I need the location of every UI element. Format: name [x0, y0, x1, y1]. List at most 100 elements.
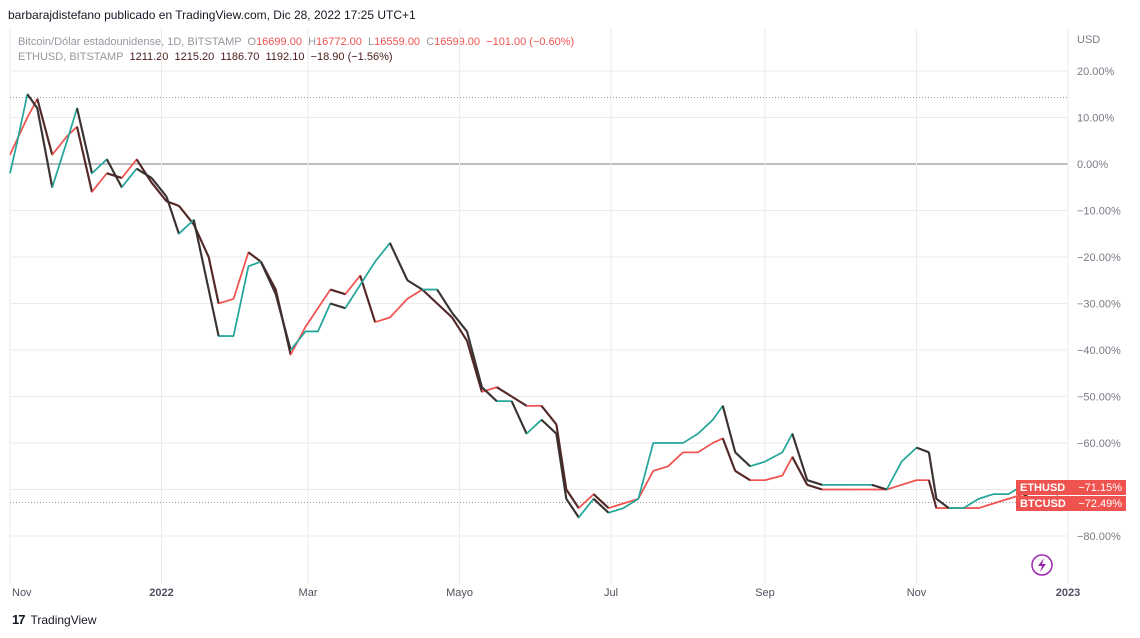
series-point-ethusd [330, 302, 346, 310]
series-point-btcusd [901, 479, 917, 486]
series-point-btcusd [555, 424, 568, 490]
y-tick-label: 10.00% [1077, 113, 1115, 125]
legend-eth-open: 1211.20 [129, 51, 169, 63]
legend-btc-low-label: L [368, 36, 375, 48]
series-point-ethusd [734, 451, 751, 468]
series-point-btcusd [712, 437, 724, 444]
series-point-btcusd [406, 288, 423, 300]
series-point-btcusd [359, 275, 377, 323]
series-point-ethusd [165, 196, 180, 235]
legend-btc-change: −101.00 (−0.60%) [486, 36, 575, 48]
series-point-ethusd [317, 303, 332, 332]
x-tick-label: Jul [604, 587, 618, 599]
series-point-btcusd [26, 98, 39, 118]
series-point-btcusd [886, 484, 902, 491]
chart-grid [9, 28, 1069, 584]
series-line-ethusd[interactable] [9, 93, 1059, 519]
series-point-btcusd [121, 158, 138, 179]
series-point-ethusd [75, 107, 94, 174]
series-point-btcusd [667, 451, 684, 467]
series-point-btcusd [565, 488, 580, 509]
series-point-btcusd [978, 502, 994, 509]
legend-btc-close-label: C [426, 36, 435, 48]
series-point-ethusd [526, 419, 543, 435]
series-point-ethusd [436, 288, 454, 314]
series-point-ethusd [374, 242, 391, 263]
price-badge [1016, 496, 1126, 511]
price-badge-value: −72.49% [1078, 498, 1122, 510]
series-point-btcusd [51, 135, 68, 156]
series-point-btcusd [608, 502, 624, 509]
legend-eth-change: −18.90 (−1.56%) [310, 51, 393, 63]
series-point-ethusd [26, 93, 39, 109]
legend-btc-close: 16599.00 [434, 36, 481, 48]
legend-row-eth[interactable]: ETHUSD, BITSTAMP 1211.20 1215.20 1186.70… [18, 50, 574, 65]
series-point-btcusd [465, 340, 483, 393]
series-point-btcusd [451, 316, 468, 342]
series-point-ethusd [259, 261, 277, 295]
x-tick-label: 2023 [1056, 587, 1080, 599]
series-point-ethusd [136, 167, 153, 179]
y-axis-unit-label: USD [1077, 34, 1100, 46]
legend-btc-symbol: Bitcoin/Dólar estadounidense, 1D, BITSTA… [18, 36, 242, 48]
y-tick-label: 0.00% [1077, 159, 1108, 171]
series-point-ethusd [592, 497, 610, 514]
legend-row-btc[interactable]: Bitcoin/Dólar estadounidense, 1D, BITSTA… [18, 35, 574, 50]
series-point-ethusd [451, 312, 468, 333]
series-point-ethusd [36, 107, 54, 188]
series-point-btcusd [481, 386, 498, 393]
series-point-ethusd [510, 400, 528, 435]
series-point-btcusd [637, 470, 654, 500]
series-point-ethusd [721, 405, 737, 453]
publisher-line: barbarajdistefano publicado en TradingVi… [8, 8, 416, 22]
tradingview-logo-icon: 17 [12, 612, 26, 627]
series-point-btcusd [36, 98, 54, 155]
series-point-ethusd [637, 442, 655, 500]
series-point-btcusd [653, 465, 669, 472]
series-point-ethusd [207, 289, 220, 337]
series-point-ethusd [791, 433, 809, 481]
legend-eth-close: 1192.10 [265, 51, 305, 63]
series-point-ethusd [232, 266, 250, 337]
y-tick-label: 20.00% [1077, 66, 1115, 78]
series-point-ethusd [978, 493, 994, 500]
series-point-btcusd [232, 252, 250, 300]
series-point-ethusd [885, 461, 903, 490]
series-point-btcusd [592, 493, 610, 509]
y-axis[interactable]: 20.00% 10.00% 0.00% −10.00% −20.00% −30.00% −4… [1077, 66, 1121, 543]
y-tick-label: −40.00% [1077, 345, 1121, 357]
series-point-ethusd [192, 219, 210, 290]
series-point-ethusd [406, 279, 423, 291]
series-point-btcusd [304, 307, 319, 328]
series-point-ethusd [623, 498, 639, 509]
series-point-btcusd [374, 316, 391, 323]
x-axis[interactable]: Nov 2022 Mar Mayo Jul Sep Nov 2023 [12, 587, 1080, 599]
series-point-ethusd [121, 168, 138, 188]
series-point-ethusd [555, 433, 568, 499]
series-point-ethusd [565, 498, 580, 519]
series-point-ethusd [682, 433, 699, 444]
series-point-btcusd [389, 298, 408, 318]
legend-btc-high: 16772.00 [316, 36, 362, 48]
price-chart[interactable]: 20.00% 10.00% 0.00% −10.00% −20.00% −30.00% −4… [0, 28, 1140, 610]
series-point-ethusd [806, 479, 823, 486]
series-point-ethusd [344, 284, 361, 309]
series-point-btcusd [135, 158, 153, 184]
y-tick-label: −50.00% [1077, 392, 1121, 404]
series-legend: Bitcoin/Dólar estadounidense, 1D, BITSTA… [18, 35, 574, 65]
series-point-btcusd [993, 498, 1009, 505]
reference-lines [10, 97, 1068, 504]
series-point-btcusd [697, 442, 714, 453]
series-point-ethusd [764, 451, 783, 463]
footer-brand[interactable]: 17 TradingView [12, 612, 97, 627]
y-tick-label: −80.00% [1077, 531, 1121, 543]
series-point-ethusd [178, 219, 195, 235]
series-point-ethusd [697, 419, 714, 435]
flash-icon[interactable] [1031, 554, 1053, 576]
series-point-btcusd [781, 456, 794, 476]
series-point-btcusd [344, 275, 361, 295]
legend-btc-open-label: O [247, 36, 257, 48]
series-point-ethusd [248, 260, 262, 268]
series-point-btcusd [511, 395, 528, 407]
series-point-ethusd [66, 107, 78, 141]
